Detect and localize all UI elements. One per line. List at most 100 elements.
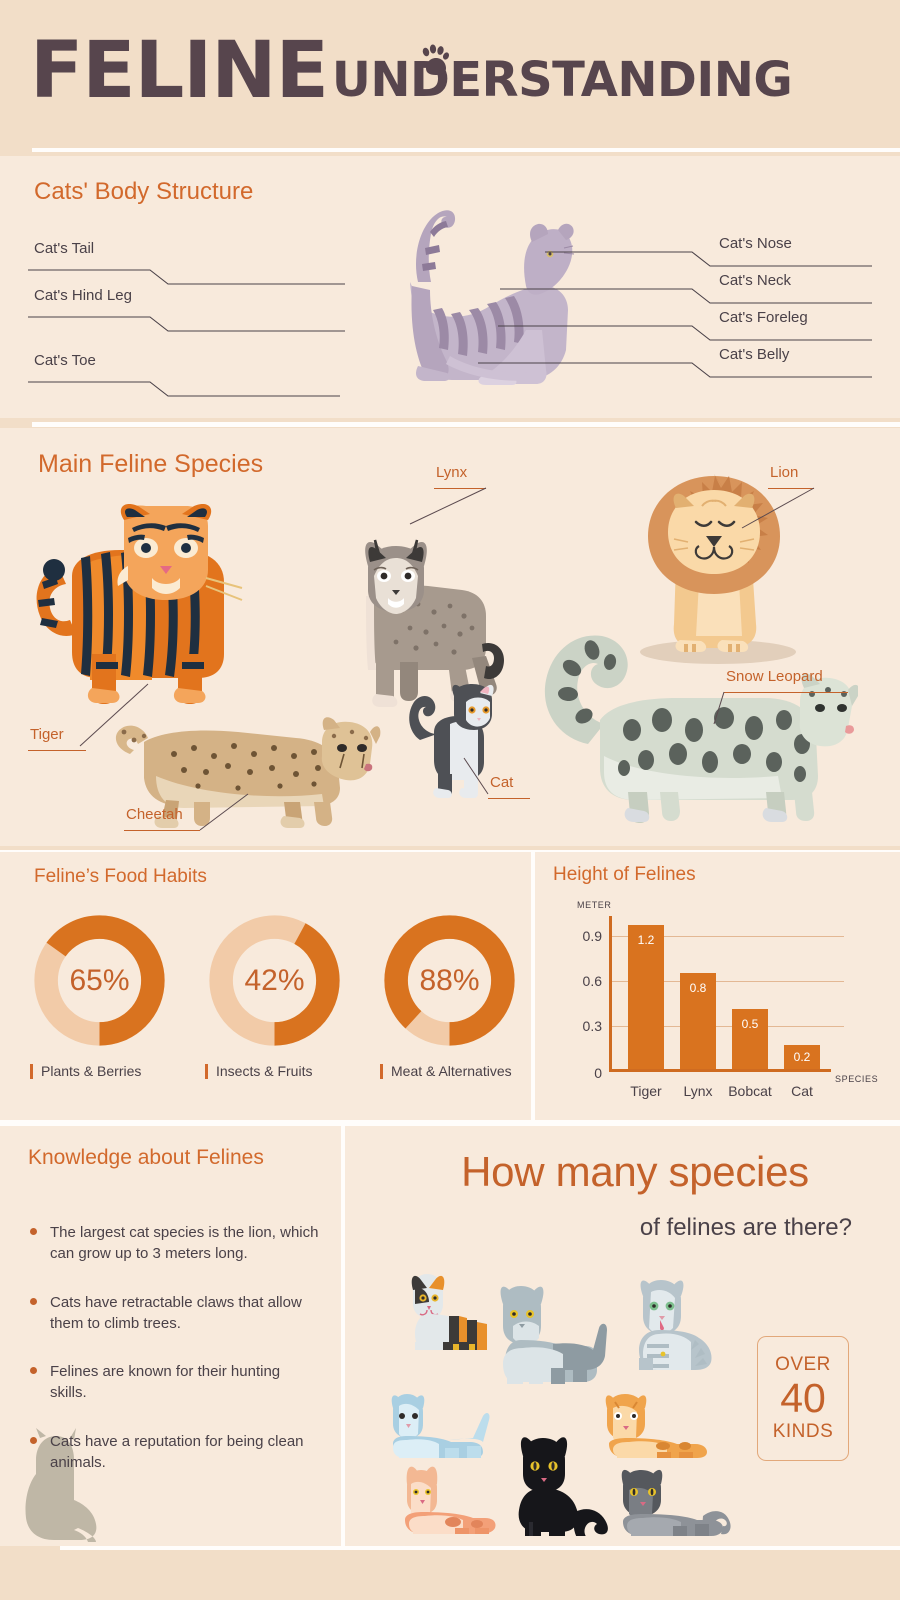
knowledge-title: Knowledge about Felines [28, 1146, 264, 1169]
species-underline-lynx [434, 488, 486, 490]
knowledge-text: Cats have retractable claws that allow t… [50, 1293, 302, 1332]
donut-chart-meat: 88% [379, 910, 520, 1051]
xcat-lynx: Lynx [683, 1083, 713, 1099]
donut-item: 88% Meat & Alternatives [372, 910, 527, 1079]
donut-value-insects: 42% [244, 963, 305, 997]
grey-longhair-cat-icon [500, 1286, 607, 1384]
donut-chart-group: 65% Plants & Berries 42% Insect [22, 910, 527, 1079]
title-sub: UNDERSTANDING [331, 52, 793, 109]
how-many-subtitle: of felines are there? [639, 1214, 852, 1241]
species-label-lynx: Lynx [436, 464, 468, 481]
list-item: Cats have a reputation for being clean a… [30, 1431, 320, 1474]
species-label-tiger: Tiger [30, 726, 64, 743]
xcat-bobcat: Bobcat [728, 1083, 772, 1099]
section-food-habits: Feline’s Food Habits 65% Plants & Berrie… [0, 852, 531, 1120]
bs-label-foreleg: Cat's Foreleg [719, 309, 808, 326]
silver-tabby-cat-icon [639, 1280, 712, 1370]
kinds-number: 40 [780, 1374, 826, 1421]
cheetah-illustration [115, 717, 381, 828]
bs-label-belly: Cat's Belly [719, 346, 790, 363]
species-label-lion: Lion [770, 464, 799, 481]
section-height-of-felines: Height of Felines METER SPECIES 0 0.3 0.… [535, 852, 900, 1120]
gridline-0-9 [610, 936, 844, 937]
species-label-cheetah: Cheetah [126, 806, 183, 823]
knowledge-text: Cats have a reputation for being clean a… [50, 1432, 304, 1472]
cat-illustration [409, 684, 494, 798]
how-many-title: How many species [461, 1148, 809, 1195]
height-chart-title: Height of Felines [553, 864, 696, 885]
bar-value-cat: 0.2 [793, 1050, 811, 1064]
bullet-icon [30, 1228, 37, 1235]
bar-cat [784, 1045, 820, 1069]
kinds-label: KINDS [772, 1421, 834, 1443]
section-body-structure: Cats' Body Structure [0, 156, 900, 427]
bottom-vertical-divider [341, 1126, 345, 1546]
tiger-illustration [36, 504, 243, 704]
donut-label-plants: Plants & Berries [41, 1063, 142, 1079]
bar-bobcat [732, 1009, 768, 1069]
gridline-0-6 [610, 981, 844, 982]
black-cat-icon [518, 1437, 608, 1536]
ytick-0: 0 [594, 1065, 602, 1081]
kinds-over-label: OVER [775, 1353, 831, 1375]
bar-value-tiger: 1.2 [637, 933, 655, 947]
knowledge-text: Felines are known for their hunting skil… [50, 1363, 281, 1402]
x-axis-label: SPECIES [835, 1074, 879, 1084]
kinds-badge: OVER 40 KINDS [757, 1336, 849, 1461]
bottom-sections-divider [0, 1120, 900, 1126]
gridline-0-3 [610, 1026, 844, 1027]
charts-divider [531, 852, 535, 1120]
bs-label-neck: Cat's Neck [719, 272, 792, 289]
ytick-0-3: 0.3 [582, 1018, 602, 1034]
xcat-cat: Cat [791, 1083, 813, 1099]
donut-value-meat: 88% [419, 963, 480, 997]
species-label-cat: Cat [490, 774, 514, 791]
body-structure-title: Cats' Body Structure [34, 178, 254, 205]
species-underline-lion [768, 488, 814, 490]
species-leader-lines [79, 487, 815, 831]
orange-tabby-cat-icon [605, 1394, 707, 1458]
bar-lynx [680, 973, 716, 1069]
species-underline-tiger [28, 750, 86, 752]
stretching-cat-illustration [410, 210, 575, 385]
list-item: Felines are known for their hunting skil… [30, 1361, 320, 1404]
donut-svg [34, 915, 165, 1046]
cat-icon-grid [365, 1268, 745, 1536]
species-underline-snow-leopard [724, 692, 848, 694]
header: FELINE UNDERSTANDING [0, 0, 900, 152]
donut-value-plants: 65% [69, 963, 130, 997]
footer-divider [60, 1546, 900, 1550]
bullet-icon [30, 1367, 37, 1375]
lion-illustration [640, 474, 796, 664]
donut-item: 42% Insects & Fruits [197, 910, 352, 1079]
x-axis-line [609, 1069, 831, 1072]
food-habits-title: Feline’s Food Habits [34, 866, 207, 887]
blue-cat-icon [391, 1394, 490, 1458]
species-underline-cheetah [124, 830, 200, 832]
y-axis-line [609, 916, 612, 1071]
donut-legend-insects: Insects & Fruits [197, 1063, 352, 1079]
paw-print-icon [422, 44, 450, 75]
donut-label-meat: Meat & Alternatives [391, 1063, 512, 1079]
sitting-cat-silhouette [25, 1428, 97, 1542]
page-title: FELINE UNDERSTANDING [30, 26, 793, 116]
title-main: FELINE [30, 26, 329, 116]
bar-value-lynx: 0.8 [689, 981, 707, 995]
grey-cat-icon [621, 1469, 731, 1536]
donut-legend-plants: Plants & Berries [22, 1063, 177, 1079]
legend-tick-icon [205, 1063, 208, 1079]
species-label-snow-leopard: Snow Leopard [726, 668, 823, 685]
ytick-0-9: 0.9 [582, 928, 602, 944]
section-knowledge: Knowledge about Felines The largest cat … [0, 1126, 341, 1546]
donut-chart-plants: 65% [29, 910, 170, 1051]
bs-label-nose: Cat's Nose [719, 235, 792, 252]
section-how-many-species: How many species of felines are there? O… [345, 1126, 900, 1546]
list-item: The largest cat species is the lion, whi… [30, 1222, 320, 1265]
list-item: Cats have retractable claws that allow t… [30, 1292, 320, 1335]
snow-leopard-illustration [544, 635, 858, 823]
y-axis-label: METER [577, 900, 612, 910]
peach-cat-icon [405, 1466, 496, 1534]
donut-svg [384, 915, 515, 1046]
donut-svg [209, 915, 340, 1046]
